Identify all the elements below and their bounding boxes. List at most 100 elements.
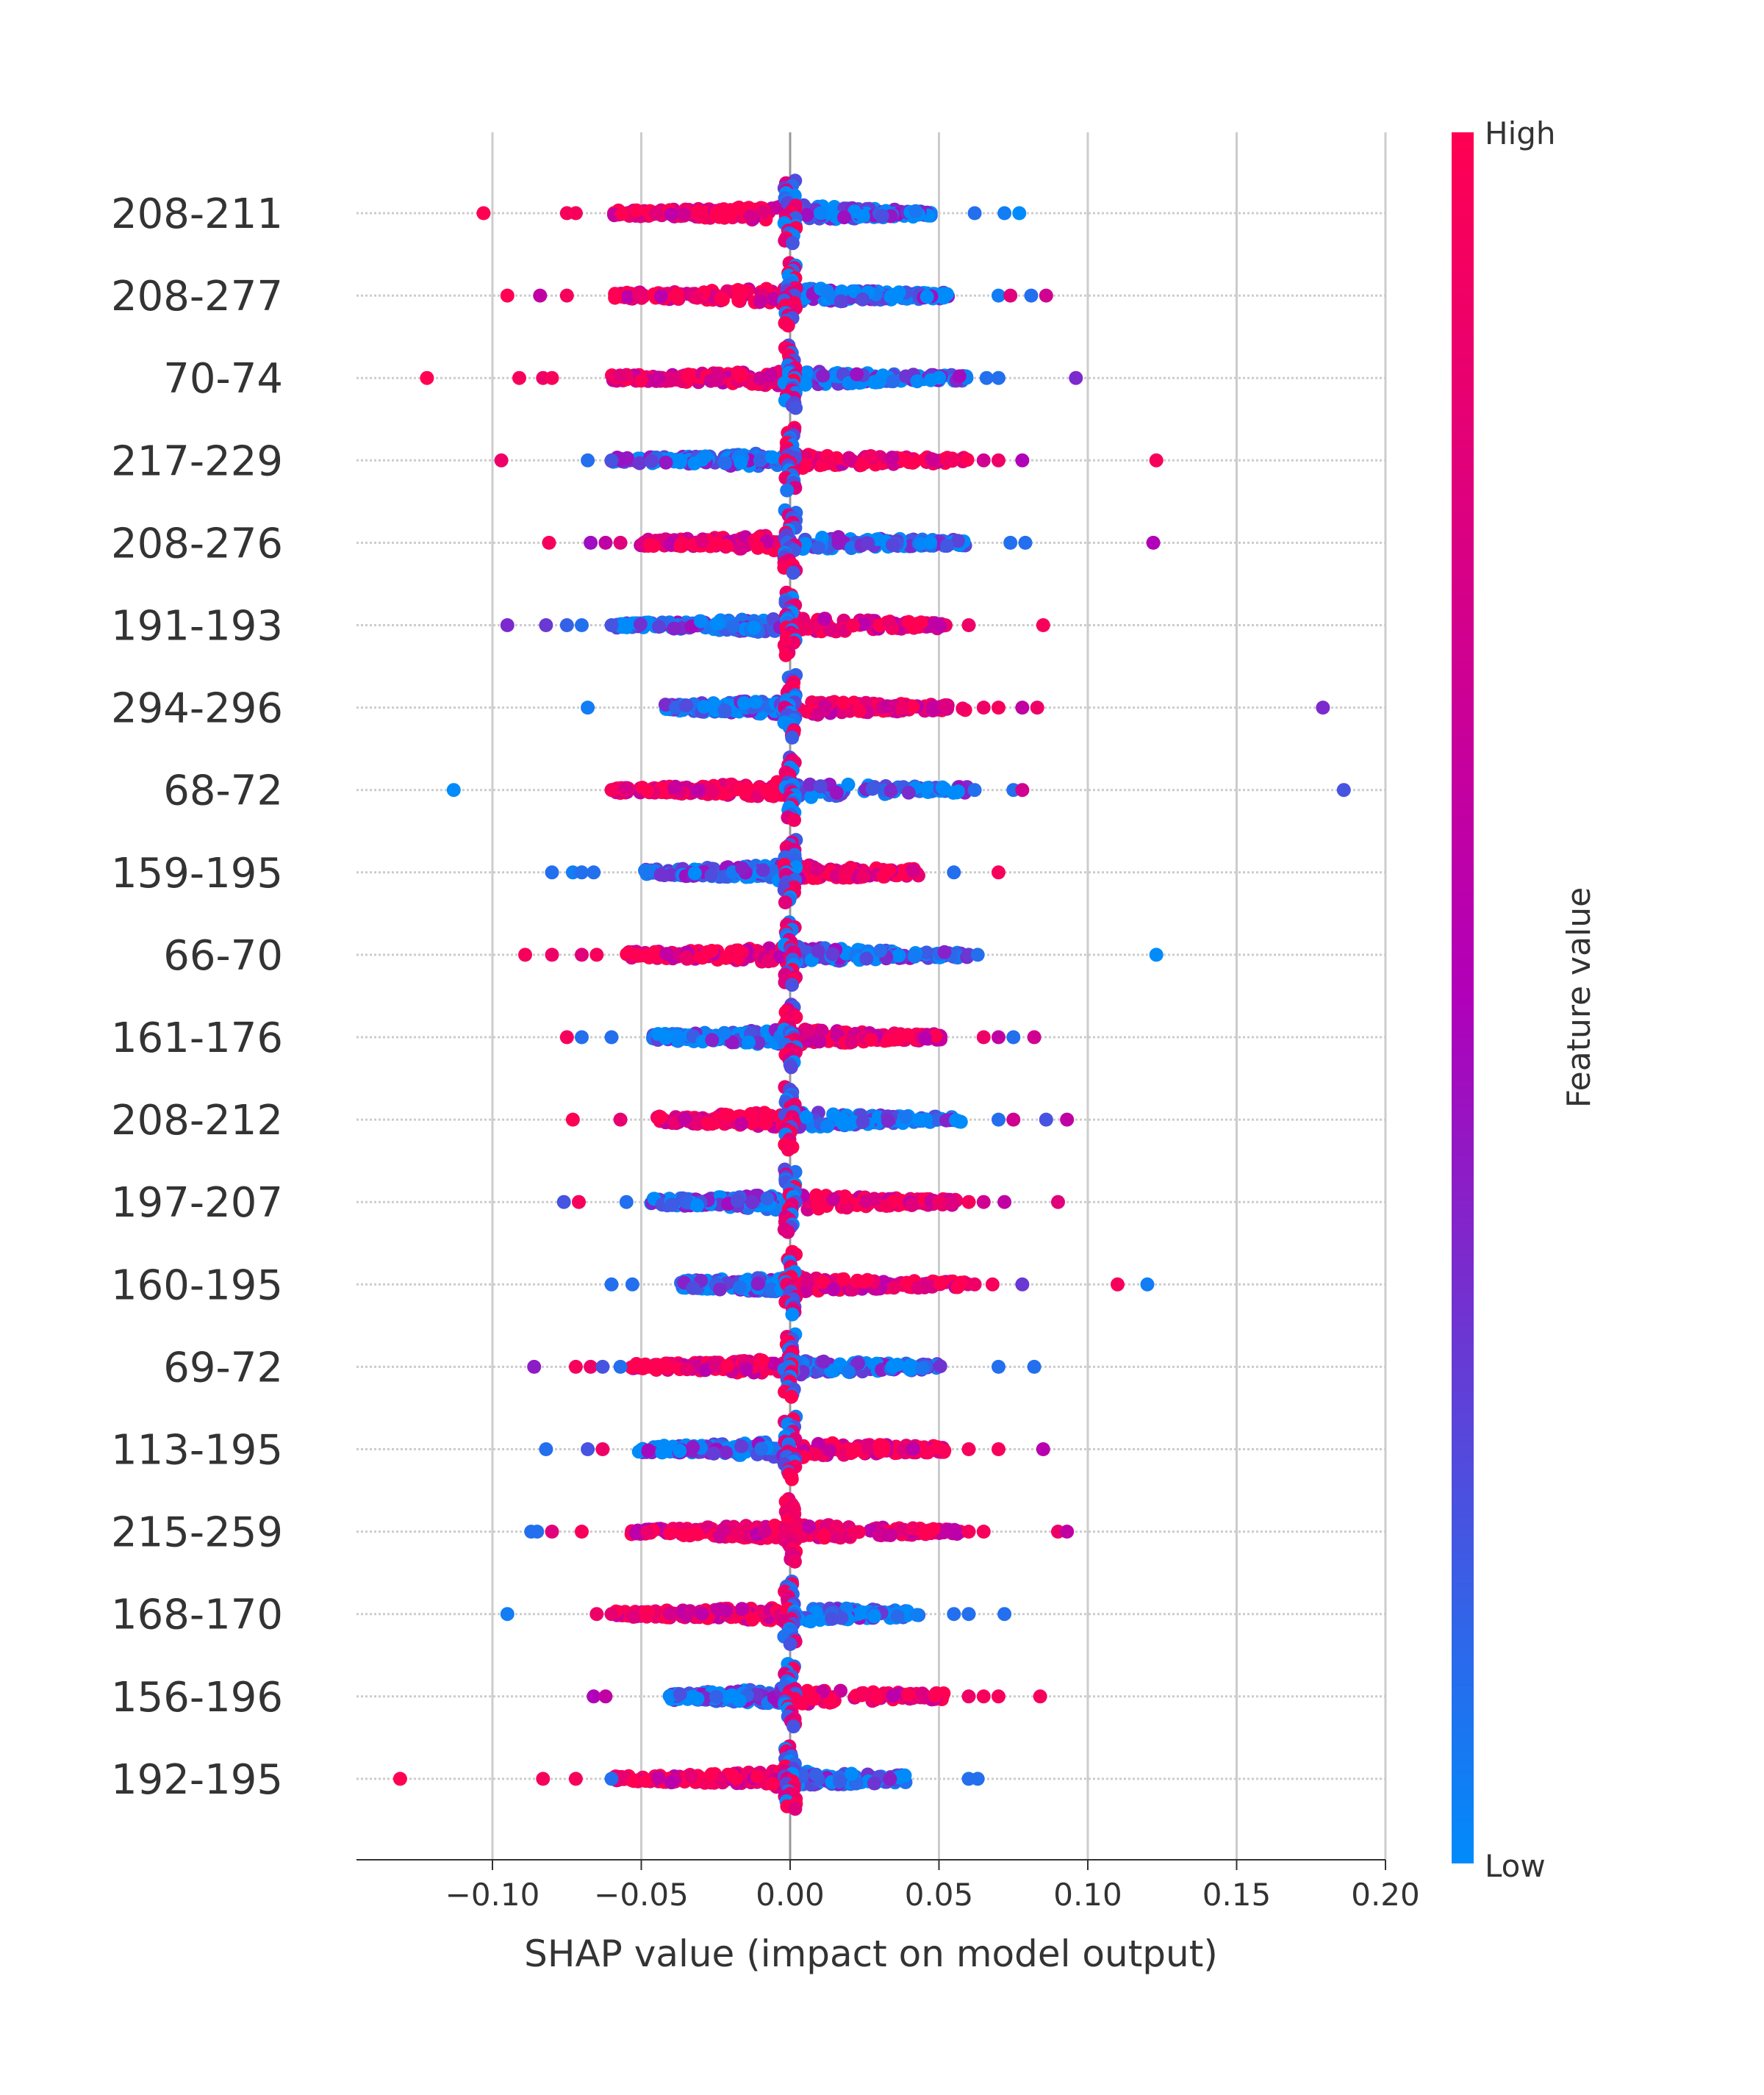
shap-outlier-point <box>589 1607 604 1622</box>
shap-outlier-point <box>584 1359 598 1374</box>
shap-point <box>664 867 678 882</box>
shap-outlier-point <box>556 1195 571 1209</box>
shap-point <box>734 1439 749 1453</box>
shap-outlier-point <box>1060 1525 1075 1539</box>
shap-point <box>850 1356 865 1371</box>
shap-outlier-point <box>976 701 991 715</box>
shap-point <box>693 209 708 223</box>
shap-outlier-point <box>997 206 1012 221</box>
shap-point <box>709 616 724 631</box>
shap-point <box>712 1529 727 1544</box>
shap-point <box>882 616 897 631</box>
shap-outlier-point <box>985 1277 1000 1292</box>
shap-point <box>663 1606 677 1621</box>
shap-outlier-point <box>613 1359 628 1374</box>
shap-point <box>785 978 799 992</box>
shap-point <box>833 294 848 309</box>
shap-point <box>743 209 758 223</box>
shap-point <box>668 779 683 794</box>
shap-outlier-point <box>961 1689 976 1704</box>
shap-point <box>894 1028 908 1043</box>
shap-point <box>895 701 910 715</box>
shap-point <box>716 787 731 801</box>
shap-outlier-point <box>545 948 559 962</box>
shap-point <box>785 730 800 745</box>
shap-point <box>747 620 761 635</box>
shap-point <box>648 207 663 221</box>
shap-outlier-point <box>947 1607 961 1622</box>
shap-outlier-point <box>575 618 589 632</box>
shap-point <box>933 1276 947 1291</box>
shap-point <box>906 1521 920 1536</box>
shap-point <box>733 1280 747 1294</box>
shap-point <box>858 1194 873 1208</box>
shap-point <box>886 1688 900 1703</box>
shap-point <box>783 1637 797 1651</box>
shap-outlier-point <box>595 1359 610 1374</box>
shap-point <box>856 1114 870 1129</box>
shap-point <box>784 1389 799 1404</box>
shap-point <box>698 1363 712 1378</box>
shap-point <box>667 621 681 636</box>
x-gridlines <box>491 132 1387 1860</box>
shap-point <box>787 813 801 827</box>
shap-point <box>745 1195 759 1210</box>
shap-outlier-point <box>581 453 595 468</box>
shap-point <box>883 784 898 798</box>
shap-point <box>911 1281 925 1295</box>
shap-point <box>933 1359 947 1374</box>
shap-point <box>814 1023 829 1038</box>
shap-point <box>817 612 832 626</box>
shap-point <box>638 863 652 878</box>
shap-point <box>692 783 706 798</box>
shap-outlier-point <box>589 948 604 962</box>
shap-outlier-point <box>619 1195 634 1209</box>
shap-outlier-point <box>420 370 434 385</box>
feature-row-lines <box>356 212 1385 1780</box>
shap-point <box>706 1446 721 1461</box>
shap-outlier-point <box>961 1525 976 1539</box>
shap-outlier-point <box>1316 701 1330 715</box>
shap-outlier-point <box>587 1689 601 1704</box>
shap-outlier-point <box>979 370 994 385</box>
shap-point <box>881 1114 895 1128</box>
shap-point <box>757 1524 772 1539</box>
shap-point <box>626 1774 641 1788</box>
shap-outlier-point <box>997 1195 1012 1209</box>
shap-point <box>673 539 688 554</box>
shap-point <box>820 1119 835 1134</box>
shap-point <box>859 951 874 966</box>
shap-point <box>809 862 824 876</box>
shap-point <box>798 458 812 473</box>
shap-point <box>670 287 684 301</box>
shap-point <box>900 1687 915 1702</box>
shap-point <box>725 619 740 634</box>
shap-point <box>915 1686 930 1701</box>
shap-outlier-point <box>961 1195 976 1209</box>
shap-outlier-point <box>976 1030 991 1045</box>
shap-point <box>673 453 688 468</box>
shap-point <box>753 454 767 468</box>
shap-point <box>923 535 938 550</box>
shap-outlier-point <box>1149 948 1164 962</box>
shap-point <box>824 1364 839 1378</box>
shap-point <box>885 1359 900 1374</box>
shap-point <box>785 1307 800 1322</box>
shap-point <box>619 781 634 795</box>
shap-point <box>629 203 644 218</box>
shap-point <box>734 284 748 298</box>
shap-point <box>750 1277 765 1291</box>
shap-point <box>856 292 870 307</box>
shap-point <box>759 1107 773 1122</box>
shap-outlier-point <box>559 618 574 632</box>
shap-outlier-point <box>542 535 556 550</box>
shap-point <box>613 368 627 383</box>
shap-outlier-point <box>500 618 514 632</box>
shap-outlier-point <box>1060 1112 1075 1127</box>
shap-point <box>826 1192 841 1206</box>
shap-point <box>822 1443 837 1458</box>
shap-point <box>785 236 800 251</box>
shap-point <box>829 1519 844 1534</box>
shap-point <box>719 950 734 965</box>
shap-point <box>867 375 881 390</box>
